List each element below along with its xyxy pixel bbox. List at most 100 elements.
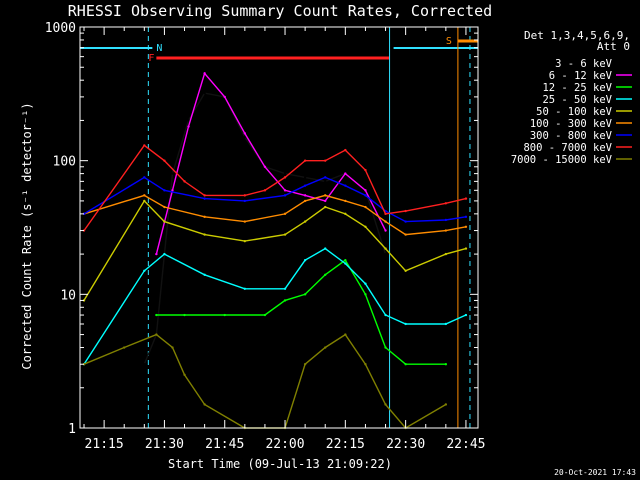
series-point xyxy=(283,212,287,216)
axes: 1 10 100 1000 21:15 21:30 21:45 22:00 22:15 22:30… xyxy=(45,21,486,452)
series-point xyxy=(364,225,367,229)
series-point xyxy=(344,199,347,203)
series-line xyxy=(83,199,467,301)
series-line xyxy=(83,194,467,236)
series-point xyxy=(384,252,387,256)
series-point xyxy=(324,205,327,209)
series-point xyxy=(243,287,247,291)
y-tick-label: 100 xyxy=(53,155,76,170)
series-point xyxy=(444,363,448,366)
series-point xyxy=(384,247,387,250)
series-point xyxy=(344,172,347,175)
series-point xyxy=(444,403,448,406)
series-point xyxy=(404,363,407,366)
series-point xyxy=(364,205,367,209)
series-point xyxy=(444,322,448,326)
series-point xyxy=(344,184,347,187)
series-point xyxy=(404,220,407,223)
series-point xyxy=(187,119,190,122)
marker-label: N xyxy=(156,43,162,54)
footer-date: 20-Oct-2021 17:43 xyxy=(554,468,636,477)
series-point xyxy=(183,180,186,183)
marker-label: S xyxy=(446,36,452,47)
series-point xyxy=(283,233,287,236)
series-line xyxy=(143,92,387,365)
series-point xyxy=(155,333,158,336)
x-tick-label: 22:00 xyxy=(265,437,304,452)
legend-entry: 50 - 100 keV xyxy=(536,106,613,118)
series-point xyxy=(183,313,186,317)
series-point xyxy=(243,239,247,243)
x-tick-label: 22:30 xyxy=(386,437,425,452)
series-point xyxy=(464,225,468,229)
series-point xyxy=(283,299,287,302)
series-point xyxy=(364,363,367,366)
x-tick-label: 21:15 xyxy=(85,437,124,452)
series-point xyxy=(143,269,146,272)
legend-entry: 300 - 800 keV xyxy=(530,130,613,142)
series-point xyxy=(303,176,307,179)
series-point xyxy=(143,176,146,179)
series-point xyxy=(223,313,226,317)
x-tick-label: 21:30 xyxy=(145,437,184,452)
series-point xyxy=(163,205,166,209)
series-point xyxy=(344,259,347,262)
series-point xyxy=(303,184,307,187)
chart-title: RHESSI Observing Summary Count Rates, Co… xyxy=(68,2,492,20)
series-point xyxy=(82,363,86,366)
series-point xyxy=(303,293,307,296)
series-point xyxy=(464,215,468,219)
series-point xyxy=(203,197,206,200)
legend-header-line-1: Det 1,3,4,5,6,9, xyxy=(524,29,630,42)
series-point xyxy=(203,72,206,75)
series-point xyxy=(143,144,146,147)
series-point xyxy=(263,313,267,317)
series-point xyxy=(324,176,327,179)
series-point xyxy=(243,194,247,197)
series-point xyxy=(464,313,468,317)
y-axis-label: Corrected Count Rate (s⁻¹ detector⁻¹) xyxy=(20,102,34,369)
series-point xyxy=(263,165,267,168)
series-point xyxy=(283,194,287,197)
plot-frame xyxy=(79,26,479,429)
series-point xyxy=(155,252,158,256)
series-point xyxy=(364,189,367,192)
series-point xyxy=(203,403,206,406)
series-point xyxy=(303,159,307,162)
series-point xyxy=(163,159,166,162)
series-point xyxy=(384,220,387,223)
series-point xyxy=(324,159,327,162)
x-tick-label: 21:45 xyxy=(205,437,244,452)
series-point xyxy=(324,199,327,203)
x-axis-label: Start Time (09-Jul-13 21:09:22) xyxy=(168,457,392,471)
series-point xyxy=(143,199,146,203)
series-point xyxy=(404,233,407,236)
series-point xyxy=(303,363,307,366)
series-point xyxy=(163,220,166,223)
series-point xyxy=(324,273,327,277)
series-point xyxy=(464,197,468,200)
series-point xyxy=(203,194,206,197)
series-point xyxy=(404,269,407,272)
series-point xyxy=(183,373,186,377)
legend-entry: 800 - 7000 keV xyxy=(523,142,612,154)
series-point xyxy=(384,346,387,349)
series-point xyxy=(444,218,448,222)
series-point xyxy=(187,125,190,128)
legend-header-line-2: Att 0 xyxy=(597,40,630,53)
series-point xyxy=(384,229,387,232)
legend-entry: 25 - 50 keV xyxy=(542,94,612,106)
series-point xyxy=(364,282,367,285)
series-point xyxy=(203,233,206,236)
series-point xyxy=(384,313,387,317)
series-point xyxy=(82,229,86,232)
x-tick-label: 22:45 xyxy=(446,437,485,452)
series-line xyxy=(83,144,467,232)
series-point xyxy=(143,194,146,197)
series-point xyxy=(303,194,307,197)
series-point xyxy=(155,313,158,317)
series-point xyxy=(243,199,247,203)
